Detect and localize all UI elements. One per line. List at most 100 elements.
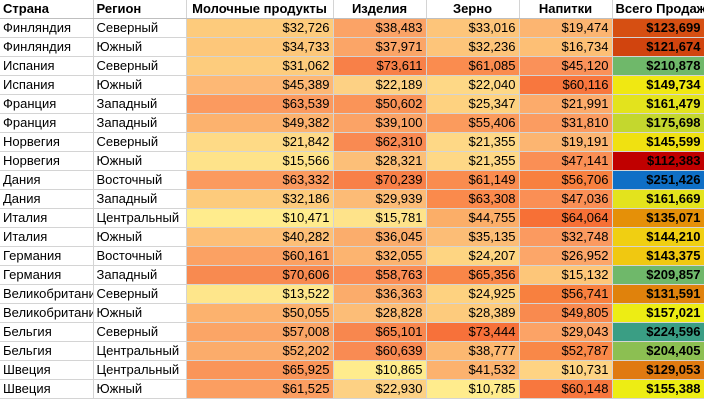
cell-goods[interactable]: $73,611 — [333, 56, 427, 76]
cell-total[interactable]: $161,479 — [612, 94, 704, 114]
cell-total[interactable]: $175,698 — [612, 113, 704, 133]
cell-country[interactable]: Швеция — [0, 360, 94, 380]
cell-drinks[interactable]: $15,132 — [519, 265, 613, 285]
cell-grain[interactable]: $24,925 — [426, 284, 520, 304]
cell-dairy[interactable]: $32,186 — [186, 189, 334, 209]
cell-drinks[interactable]: $10,731 — [519, 360, 613, 380]
cell-dairy[interactable]: $50,055 — [186, 303, 334, 323]
cell-drinks[interactable]: $56,741 — [519, 284, 613, 304]
cell-goods[interactable]: $39,100 — [333, 113, 427, 133]
cell-country[interactable]: Норвегия — [0, 132, 94, 152]
cell-goods[interactable]: $50,602 — [333, 94, 427, 114]
cell-dairy[interactable]: $60,161 — [186, 246, 334, 266]
cell-region[interactable]: Южный — [93, 151, 187, 171]
cell-country[interactable]: Финляндия — [0, 18, 94, 38]
cell-goods[interactable]: $22,930 — [333, 379, 427, 399]
cell-grain[interactable]: $25,347 — [426, 94, 520, 114]
cell-region[interactable]: Центральный — [93, 341, 187, 361]
header-total[interactable]: Всего Продаж — [612, 0, 704, 19]
cell-drinks[interactable]: $47,141 — [519, 151, 613, 171]
header-grain[interactable]: Зерно — [426, 0, 520, 19]
cell-country[interactable]: Бельгия — [0, 322, 94, 342]
cell-region[interactable]: Северный — [93, 56, 187, 76]
header-goods[interactable]: Изделия — [333, 0, 427, 19]
cell-total[interactable]: $210,878 — [612, 56, 704, 76]
cell-dairy[interactable]: $52,202 — [186, 341, 334, 361]
cell-region[interactable]: Восточный — [93, 170, 187, 190]
cell-country[interactable]: Германия — [0, 246, 94, 266]
cell-goods[interactable]: $62,310 — [333, 132, 427, 152]
cell-grain[interactable]: $61,149 — [426, 170, 520, 190]
cell-region[interactable]: Северный — [93, 132, 187, 152]
cell-goods[interactable]: $15,781 — [333, 208, 427, 228]
cell-grain[interactable]: $55,406 — [426, 113, 520, 133]
cell-drinks[interactable]: $19,474 — [519, 18, 613, 38]
cell-country[interactable]: Великобритания — [0, 284, 94, 304]
cell-country[interactable]: Дания — [0, 170, 94, 190]
cell-region[interactable]: Южный — [93, 379, 187, 399]
cell-country[interactable]: Норвегия — [0, 151, 94, 171]
cell-total[interactable]: $123,699 — [612, 18, 704, 38]
cell-country[interactable]: Франция — [0, 113, 94, 133]
cell-total[interactable]: $143,375 — [612, 246, 704, 266]
cell-goods[interactable]: $38,483 — [333, 18, 427, 38]
cell-grain[interactable]: $22,040 — [426, 75, 520, 95]
cell-goods[interactable]: $36,363 — [333, 284, 427, 304]
cell-country[interactable]: Швеция — [0, 379, 94, 399]
cell-region[interactable]: Центральный — [93, 360, 187, 380]
cell-total[interactable]: $112,383 — [612, 151, 704, 171]
cell-drinks[interactable]: $52,787 — [519, 341, 613, 361]
cell-goods[interactable]: $36,045 — [333, 227, 427, 247]
cell-region[interactable]: Западный — [93, 94, 187, 114]
cell-total[interactable]: $149,734 — [612, 75, 704, 95]
cell-goods[interactable]: $60,639 — [333, 341, 427, 361]
cell-dairy[interactable]: $45,389 — [186, 75, 334, 95]
cell-drinks[interactable]: $32,748 — [519, 227, 613, 247]
cell-total[interactable]: $121,674 — [612, 37, 704, 57]
cell-drinks[interactable]: $31,810 — [519, 113, 613, 133]
cell-grain[interactable]: $61,085 — [426, 56, 520, 76]
cell-grain[interactable]: $65,356 — [426, 265, 520, 285]
cell-dairy[interactable]: $32,726 — [186, 18, 334, 38]
cell-total[interactable]: $145,599 — [612, 132, 704, 152]
cell-drinks[interactable]: $45,120 — [519, 56, 613, 76]
cell-country[interactable]: Дания — [0, 189, 94, 209]
cell-grain[interactable]: $38,777 — [426, 341, 520, 361]
cell-dairy[interactable]: $49,382 — [186, 113, 334, 133]
cell-region[interactable]: Западный — [93, 113, 187, 133]
cell-total[interactable]: $155,388 — [612, 379, 704, 399]
cell-region[interactable]: Восточный — [93, 246, 187, 266]
cell-dairy[interactable]: $10,471 — [186, 208, 334, 228]
header-country[interactable]: Страна — [0, 0, 94, 19]
cell-total[interactable]: $157,021 — [612, 303, 704, 323]
cell-total[interactable]: $161,669 — [612, 189, 704, 209]
cell-goods[interactable]: $10,865 — [333, 360, 427, 380]
cell-drinks[interactable]: $16,734 — [519, 37, 613, 57]
cell-drinks[interactable]: $47,036 — [519, 189, 613, 209]
cell-grain[interactable]: $24,207 — [426, 246, 520, 266]
cell-goods[interactable]: $22,189 — [333, 75, 427, 95]
cell-grain[interactable]: $28,389 — [426, 303, 520, 323]
cell-total[interactable]: $224,596 — [612, 322, 704, 342]
cell-region[interactable]: Южный — [93, 75, 187, 95]
cell-grain[interactable]: $21,355 — [426, 132, 520, 152]
cell-region[interactable]: Южный — [93, 37, 187, 57]
cell-country[interactable]: Италия — [0, 227, 94, 247]
cell-grain[interactable]: $41,532 — [426, 360, 520, 380]
cell-country[interactable]: Финляндия — [0, 37, 94, 57]
cell-goods[interactable]: $28,321 — [333, 151, 427, 171]
cell-goods[interactable]: $70,239 — [333, 170, 427, 190]
cell-dairy[interactable]: $57,008 — [186, 322, 334, 342]
cell-country[interactable]: Испания — [0, 56, 94, 76]
cell-region[interactable]: Западный — [93, 265, 187, 285]
header-region[interactable]: Регион — [93, 0, 187, 19]
cell-total[interactable]: $251,426 — [612, 170, 704, 190]
cell-dairy[interactable]: $15,566 — [186, 151, 334, 171]
cell-dairy[interactable]: $65,925 — [186, 360, 334, 380]
cell-grain[interactable]: $44,755 — [426, 208, 520, 228]
cell-drinks[interactable]: $60,116 — [519, 75, 613, 95]
cell-drinks[interactable]: $29,043 — [519, 322, 613, 342]
cell-total[interactable]: $209,857 — [612, 265, 704, 285]
cell-goods[interactable]: $65,101 — [333, 322, 427, 342]
cell-dairy[interactable]: $34,733 — [186, 37, 334, 57]
